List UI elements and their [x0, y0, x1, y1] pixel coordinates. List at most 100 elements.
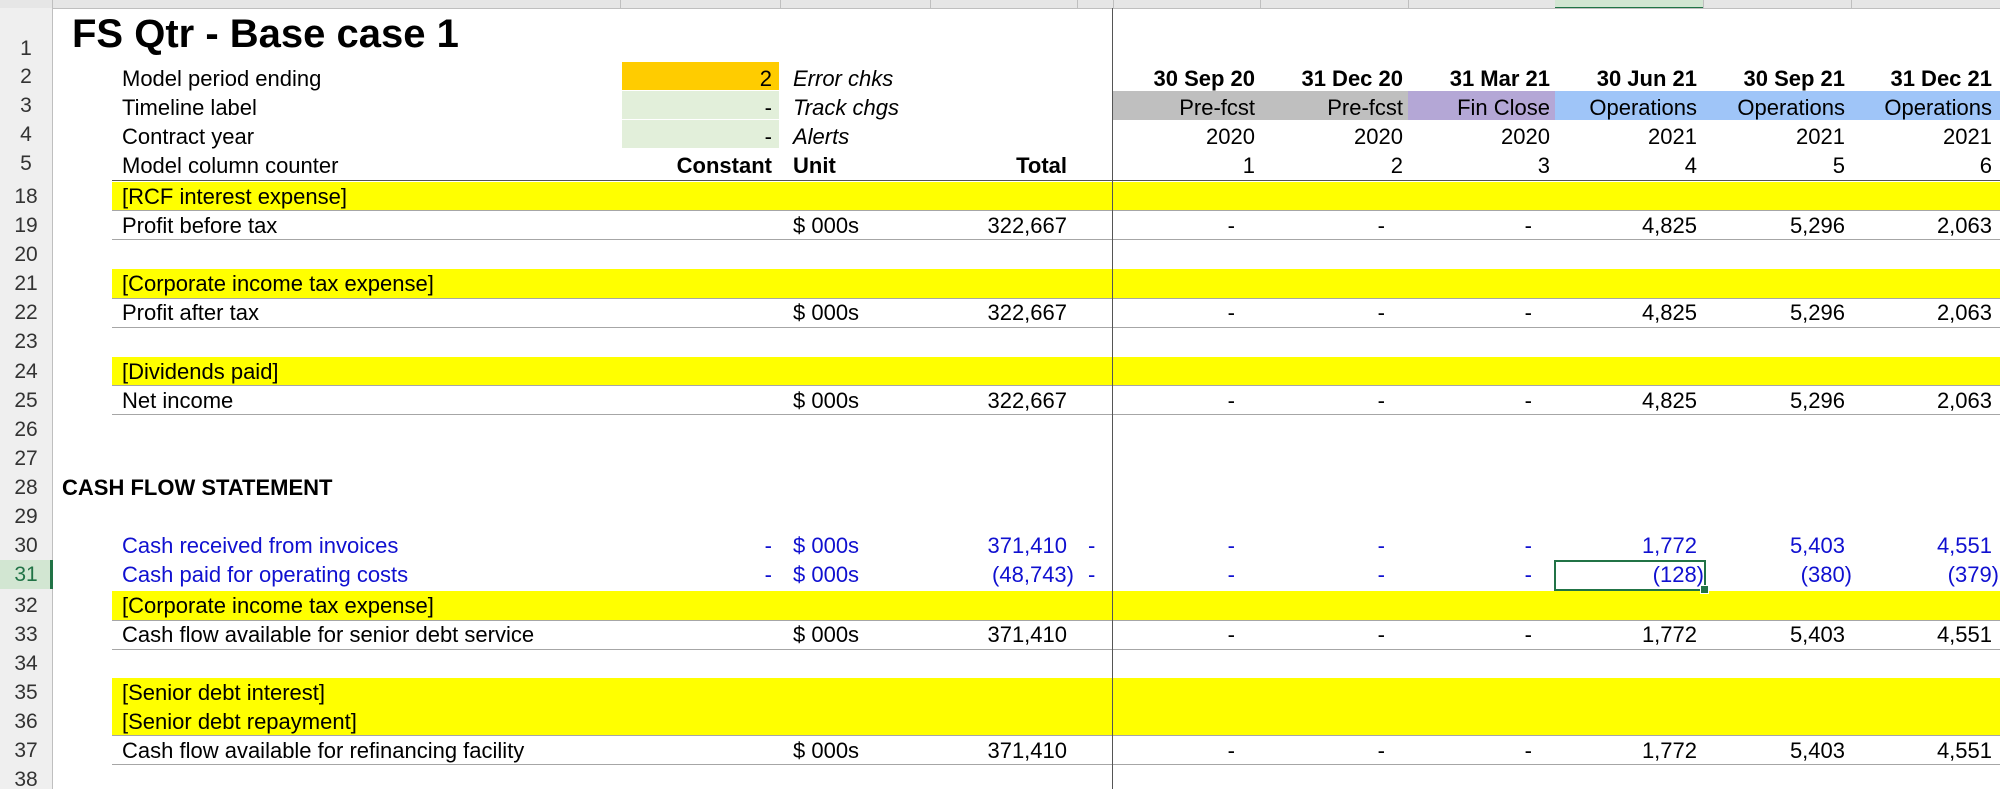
- constant-cell[interactable]: -: [764, 533, 772, 558]
- total-cell[interactable]: 371,410: [987, 622, 1067, 647]
- row-number[interactable]: 27: [14, 447, 38, 470]
- input-cell-timeline[interactable]: [622, 91, 779, 119]
- row-number[interactable]: 30: [14, 534, 38, 557]
- header-total[interactable]: Total: [1016, 153, 1067, 178]
- period-value-cell[interactable]: -: [1227, 533, 1235, 558]
- period-value-cell[interactable]: -: [1377, 300, 1385, 325]
- unit-cell[interactable]: $ 000s: [793, 388, 860, 413]
- row-number[interactable]: 22: [14, 301, 38, 324]
- label-track-chgs[interactable]: Track chgs: [793, 95, 899, 120]
- period-phase[interactable]: Pre-fcst: [1327, 95, 1403, 120]
- unit-cell[interactable]: $ 000s: [793, 622, 860, 647]
- period-value-cell[interactable]: 2,063: [1936, 388, 1992, 413]
- section-heading-cash-flow[interactable]: CASH FLOW STATEMENT: [62, 475, 333, 500]
- period-value-cell[interactable]: -: [1524, 213, 1532, 238]
- unit-cell[interactable]: $ 000s: [793, 562, 860, 587]
- period-value-cell[interactable]: -: [1227, 213, 1235, 238]
- period-value-cell[interactable]: -: [1524, 300, 1532, 325]
- unit-cell[interactable]: $ 000s: [793, 300, 860, 325]
- period-value-cell[interactable]: (380): [1800, 562, 1852, 587]
- period-phase[interactable]: Operations: [1737, 95, 1845, 120]
- period-counter[interactable]: 5: [1832, 153, 1845, 178]
- row-label[interactable]: [Corporate income tax expense]: [122, 271, 434, 296]
- header-unit[interactable]: Unit: [793, 153, 836, 178]
- period-value-cell[interactable]: 4,551: [1936, 533, 1992, 558]
- row-number[interactable]: 23: [14, 330, 38, 353]
- value-timeline[interactable]: -: [764, 95, 772, 120]
- input-cell-contract-year[interactable]: [622, 120, 779, 148]
- period-value-cell[interactable]: 4,825: [1641, 388, 1697, 413]
- row-number[interactable]: 18: [14, 185, 38, 208]
- period-value-cell[interactable]: 4,551: [1936, 622, 1992, 647]
- period-year[interactable]: 2020: [1354, 124, 1403, 149]
- period-value-cell[interactable]: 5,296: [1789, 388, 1845, 413]
- label-contract-year[interactable]: Contract year: [122, 124, 255, 149]
- period-value-cell[interactable]: -: [1227, 622, 1235, 647]
- row-label[interactable]: [Senior debt interest]: [122, 680, 326, 705]
- row-label[interactable]: [Dividends paid]: [122, 359, 279, 384]
- period-value-cell[interactable]: -: [1524, 622, 1532, 647]
- row-number[interactable]: 35: [14, 681, 38, 704]
- label-model-period[interactable]: Model period ending: [122, 66, 322, 91]
- period-date[interactable]: 30 Sep 20: [1153, 66, 1255, 91]
- period-year[interactable]: 2021: [1796, 124, 1845, 149]
- row-number[interactable]: 28: [14, 476, 38, 499]
- row-number[interactable]: 32: [14, 594, 38, 617]
- flag-cell[interactable]: -: [1088, 533, 1096, 558]
- period-value-cell[interactable]: -: [1377, 388, 1385, 413]
- unit-cell[interactable]: $ 000s: [793, 738, 860, 763]
- period-value-cell[interactable]: (379): [1947, 562, 1999, 587]
- row-number[interactable]: 20: [14, 243, 38, 266]
- period-value-cell[interactable]: -: [1524, 533, 1532, 558]
- row-number[interactable]: 33: [14, 623, 38, 646]
- period-value-cell[interactable]: 1,772: [1641, 622, 1697, 647]
- period-value-cell[interactable]: -: [1377, 533, 1385, 558]
- period-year[interactable]: 2020: [1501, 124, 1550, 149]
- row-label[interactable]: [Senior debt repayment]: [122, 709, 357, 734]
- row-number[interactable]: 34: [14, 652, 38, 675]
- fill-handle[interactable]: [1700, 585, 1709, 594]
- row-number[interactable]: 21: [14, 272, 38, 295]
- selected-cell-box[interactable]: [1554, 560, 1709, 594]
- period-value-cell[interactable]: 2,063: [1936, 213, 1992, 238]
- row-label[interactable]: Cash received from invoices: [122, 533, 399, 558]
- period-value-cell[interactable]: 4,825: [1641, 300, 1697, 325]
- period-year[interactable]: 2020: [1206, 124, 1255, 149]
- period-value-cell[interactable]: 4,551: [1936, 738, 1992, 763]
- period-value-cell[interactable]: -: [1524, 562, 1532, 587]
- total-cell[interactable]: 322,667: [987, 300, 1067, 325]
- period-value-cell[interactable]: -: [1227, 562, 1235, 587]
- period-value-cell[interactable]: (128): [1652, 562, 1704, 587]
- period-date[interactable]: 30 Sep 21: [1743, 66, 1845, 91]
- row-number[interactable]: 29: [14, 505, 38, 528]
- period-value-cell[interactable]: 5,403: [1789, 738, 1845, 763]
- period-value-cell[interactable]: -: [1227, 738, 1235, 763]
- total-cell[interactable]: 322,667: [987, 388, 1067, 413]
- period-value-cell[interactable]: -: [1227, 300, 1235, 325]
- row-number[interactable]: 24: [14, 360, 38, 383]
- period-phase[interactable]: Pre-fcst: [1179, 95, 1255, 120]
- unit-cell[interactable]: $ 000s: [793, 213, 860, 238]
- period-value-cell[interactable]: -: [1377, 213, 1385, 238]
- period-phase[interactable]: Operations: [1589, 95, 1697, 120]
- period-counter[interactable]: 3: [1537, 153, 1550, 178]
- row-number[interactable]: 4: [20, 123, 32, 146]
- period-value-cell[interactable]: 5,403: [1789, 533, 1845, 558]
- period-value-cell[interactable]: -: [1524, 738, 1532, 763]
- row-number[interactable]: 1: [20, 37, 32, 60]
- row-label[interactable]: Cash paid for operating costs: [122, 562, 409, 587]
- total-cell[interactable]: 371,410: [987, 533, 1067, 558]
- period-value-cell[interactable]: -: [1227, 388, 1235, 413]
- total-cell[interactable]: 371,410: [987, 738, 1067, 763]
- period-date[interactable]: 31 Dec 21: [1890, 66, 1992, 91]
- period-value-cell[interactable]: 5,296: [1789, 300, 1845, 325]
- row-number[interactable]: 3: [20, 94, 32, 117]
- row-label[interactable]: Profit before tax: [122, 213, 278, 238]
- total-cell[interactable]: 322,667: [987, 213, 1067, 238]
- period-value-cell[interactable]: 5,403: [1789, 622, 1845, 647]
- period-value-cell[interactable]: -: [1377, 738, 1385, 763]
- period-value-cell[interactable]: -: [1377, 622, 1385, 647]
- row-label[interactable]: Net income: [122, 388, 234, 413]
- period-date[interactable]: 31 Dec 20: [1301, 66, 1403, 91]
- row-label[interactable]: Profit after tax: [122, 300, 259, 325]
